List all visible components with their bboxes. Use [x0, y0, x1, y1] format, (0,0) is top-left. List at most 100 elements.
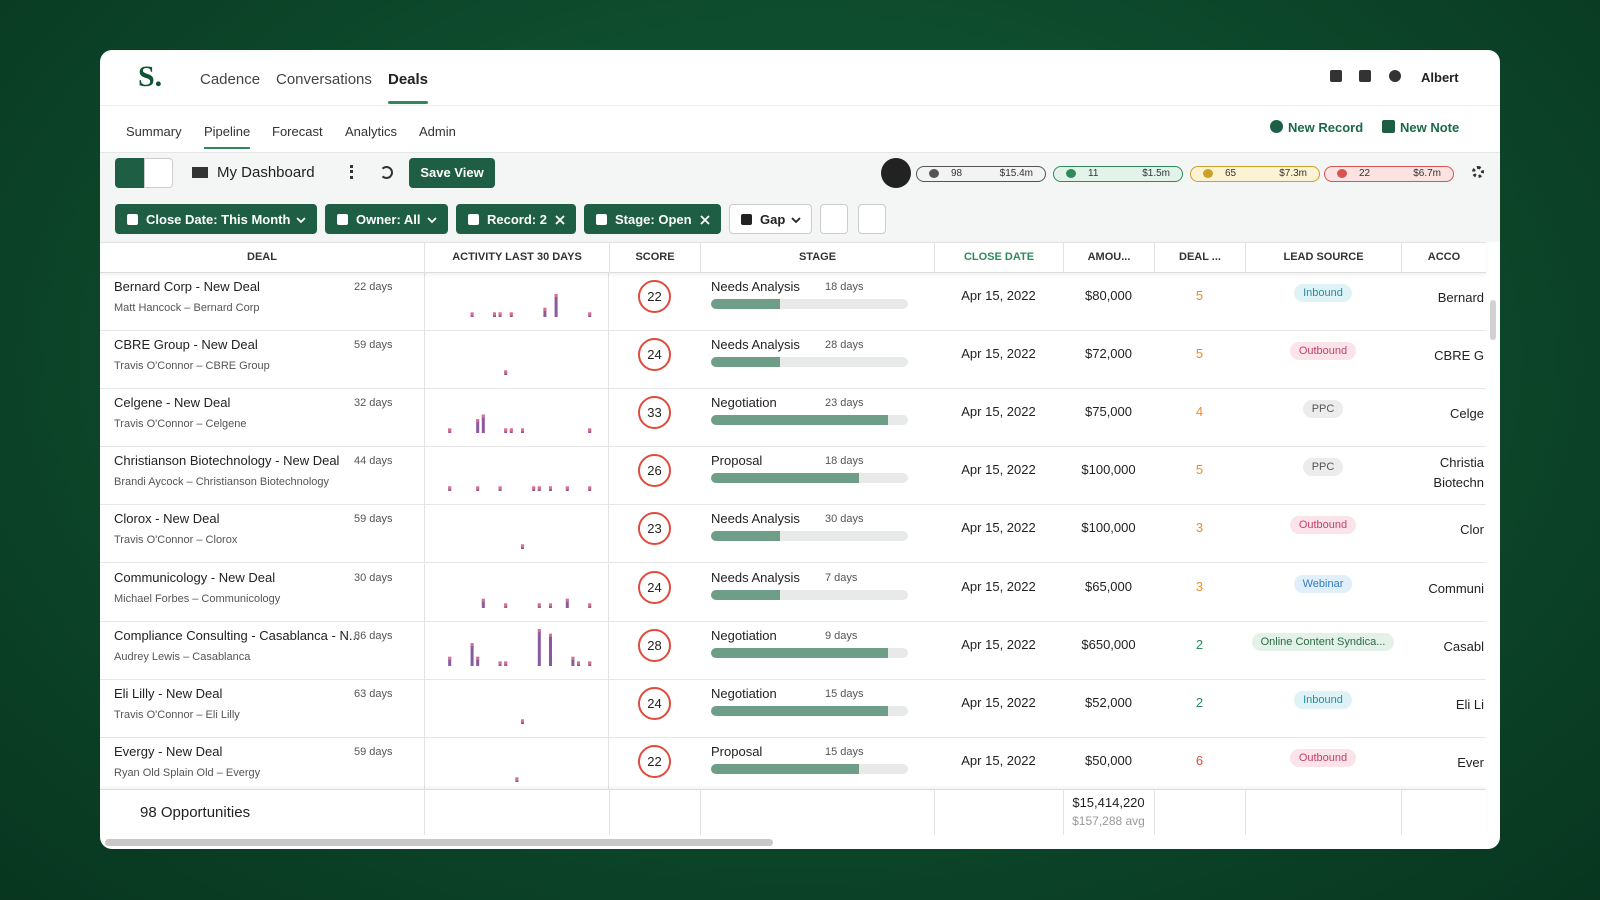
view-toggle[interactable] — [144, 158, 173, 188]
header-icon[interactable] — [1359, 70, 1371, 82]
deal-name[interactable]: Eli Lilly - New Deal — [114, 685, 223, 701]
lead-cell: PPC — [1245, 457, 1401, 477]
activity-bar-top — [504, 602, 508, 606]
remove-icon[interactable] — [555, 215, 565, 225]
deal-contact: Brandi Aycock – Christianson Biotechnolo… — [114, 476, 330, 489]
score-badge: 24 — [638, 338, 671, 372]
action-icon — [1382, 120, 1395, 133]
column-header[interactable]: STAGE — [700, 242, 934, 273]
refresh-icon[interactable] — [380, 166, 393, 179]
column-header[interactable]: ACCO — [1401, 242, 1486, 273]
filter-chip[interactable]: Gap — [729, 204, 813, 234]
activity-bar-top — [476, 486, 480, 490]
amount: $100,000 — [1081, 520, 1136, 536]
nav-item[interactable]: Cadence — [200, 71, 261, 88]
header-icon[interactable] — [1330, 70, 1342, 82]
subnav-item[interactable]: Forecast — [272, 124, 323, 139]
user-menu[interactable]: Albert — [1421, 70, 1459, 85]
deal-name[interactable]: CBRE Group - New Deal — [114, 337, 258, 353]
lead-tag: PPC — [1302, 400, 1344, 419]
table-row[interactable]: Christianson Biotechnology - New Deal 44 … — [100, 447, 1486, 506]
amount: $65,000 — [1085, 578, 1132, 594]
lead-cell: Inbound — [1245, 283, 1401, 302]
activity-bar-top — [476, 656, 480, 660]
deal-name[interactable]: Christianson Biotechnology - New Deal — [114, 453, 340, 469]
activity-bar-top — [588, 312, 592, 316]
save-view-button[interactable]: Save View — [409, 158, 495, 188]
stat-pill[interactable]: 98 $15.4m — [916, 166, 1046, 182]
score-badge: 22 — [638, 280, 671, 313]
activity-bar-top — [565, 486, 569, 490]
nav-item[interactable]: Deals — [388, 71, 429, 88]
deal-name[interactable]: Celgene - New Deal — [114, 395, 231, 411]
filter-label: Stage: Open — [615, 212, 692, 227]
stage-progress-track — [711, 415, 908, 426]
filter-chip[interactable]: Stage: Open — [584, 204, 721, 234]
table-row[interactable]: Clorox - New Deal 59 days Travis O'Connor … — [100, 505, 1486, 564]
stat-pill[interactable]: 11 $1.5m — [1053, 166, 1183, 182]
deal-age: 30 days — [354, 571, 393, 584]
filter-chip[interactable]: Owner: All — [325, 204, 448, 234]
score-badge: 24 — [638, 570, 671, 604]
subnav-item[interactable]: Admin — [419, 124, 456, 139]
subnav-item[interactable]: Summary — [126, 124, 182, 139]
deal-name[interactable]: Communicology - New Deal — [114, 569, 276, 585]
action-button[interactable]: New Record — [1288, 120, 1364, 135]
deal-name[interactable]: Compliance Consulting - Casablanca - N..… — [114, 627, 360, 643]
table-row[interactable]: Celgene - New Deal 32 days Travis O'Connor… — [100, 389, 1486, 448]
column-header[interactable]: ACTIVITY LAST 30 DAYS — [424, 242, 609, 273]
activity-bar — [571, 656, 575, 666]
activity-bar — [448, 656, 452, 666]
view-name[interactable]: My Dashboard — [217, 164, 315, 181]
table-row[interactable]: Compliance Consulting - Casablanca - N..… — [100, 621, 1486, 680]
column-header[interactable]: LEAD SOURCE — [1245, 242, 1401, 273]
deal-name[interactable]: Clorox - New Deal — [114, 511, 220, 527]
activity-bar-top — [521, 428, 524, 432]
subnav-item[interactable]: Analytics — [345, 124, 398, 139]
column-header[interactable]: SCORE — [609, 242, 700, 273]
table-row[interactable]: Bernard Corp - New Deal 22 days Matt Hanco… — [100, 273, 1486, 332]
table-row[interactable]: Evergy - New Deal 59 days Ryan Old Splain … — [100, 737, 1486, 789]
menu-dots[interactable] — [350, 165, 353, 179]
toolbar-icon-button[interactable] — [858, 204, 886, 234]
subnav-item[interactable]: Pipeline — [204, 124, 251, 139]
activity-bar-top — [554, 294, 558, 297]
deal-name[interactable]: Evergy - New Deal — [114, 743, 223, 759]
column-header[interactable]: DEAL ... — [1154, 242, 1245, 273]
horizontal-scrollbar[interactable] — [105, 839, 773, 846]
stat-amount: $1.5m — [1142, 168, 1170, 179]
remove-icon[interactable] — [699, 215, 710, 225]
table-row[interactable]: Communicology - New Deal 30 days Michael F… — [100, 563, 1486, 622]
caret-icon[interactable] — [426, 215, 437, 225]
account: Eli Li — [1455, 696, 1484, 712]
score-badge: 26 — [638, 454, 671, 488]
column-header[interactable]: AMOU... — [1063, 242, 1154, 273]
nav-item[interactable]: Conversations — [276, 71, 372, 88]
stage-name: Negotiation — [711, 627, 777, 643]
action-button[interactable]: New Note — [1400, 120, 1460, 135]
settings-icon[interactable] — [1472, 166, 1484, 178]
filter-chip[interactable]: Close Date: This Month — [115, 204, 318, 234]
deal-name[interactable]: Bernard Corp - New Deal — [114, 279, 260, 294]
activity-bar-top — [470, 312, 474, 316]
activity-bar-top — [504, 370, 508, 374]
table-row[interactable]: Eli Lilly - New Deal 63 days Travis O'Conn… — [100, 679, 1486, 738]
stat-pill[interactable]: 22 $6.7m — [1324, 166, 1454, 182]
filter-chip[interactable]: Record: 2 — [456, 204, 576, 234]
view-toggle[interactable] — [115, 158, 144, 188]
activity-bar — [470, 642, 474, 666]
account: Celge — [1450, 406, 1484, 422]
deal-contact: Ryan Old Splain Old – Evergy — [114, 766, 261, 779]
stat-pill[interactable]: 65 $7.3m — [1190, 166, 1320, 182]
amount: $80,000 — [1085, 288, 1132, 303]
caret-icon[interactable] — [296, 215, 307, 225]
deal-gap: 3 — [1195, 520, 1204, 536]
header-icon[interactable] — [1389, 70, 1401, 82]
toolbar-icon-button[interactable] — [820, 204, 848, 234]
caret-icon[interactable] — [791, 215, 801, 225]
stage-progress — [711, 531, 780, 542]
column-header[interactable]: CLOSE DATE — [934, 242, 1063, 273]
column-header[interactable]: DEAL — [100, 242, 424, 273]
vertical-scrollbar[interactable] — [1490, 300, 1496, 340]
table-row[interactable]: CBRE Group - New Deal 59 days Travis O'Con… — [100, 331, 1486, 390]
